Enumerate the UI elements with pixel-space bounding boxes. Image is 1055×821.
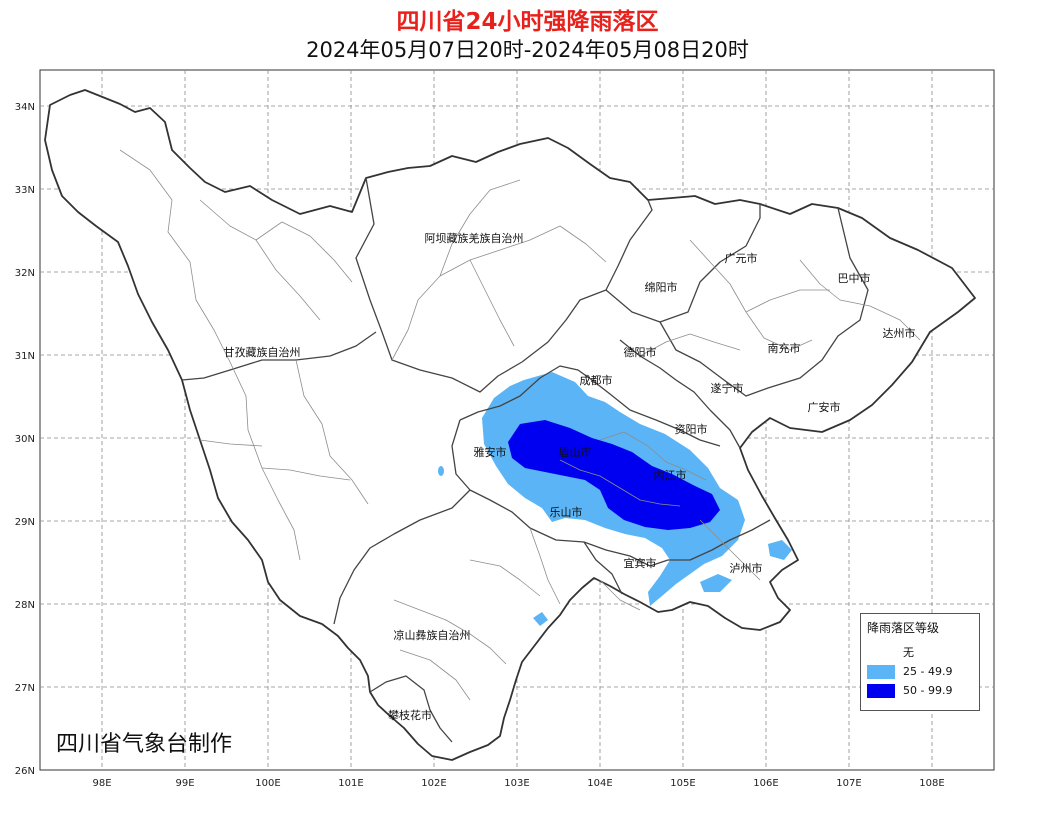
lon-tick: 105E	[670, 778, 695, 789]
city-label-chengdu: 成都市	[580, 373, 613, 387]
lat-tick: 28N	[15, 600, 35, 611]
lon-tick: 101E	[338, 778, 363, 789]
city-label-luzhou: 泸州市	[730, 561, 763, 575]
city-label-ziyang: 资阳市	[675, 422, 708, 436]
rain-zone-50-99.9	[508, 420, 720, 530]
legend: 降雨落区等级 无 25 - 49.9 50 - 99.9	[860, 613, 980, 711]
legend-item-25: 25 - 49.9	[867, 665, 975, 679]
legend-title: 降雨落区等级	[867, 621, 940, 635]
city-label-liangshan: 凉山彝族自治州	[394, 628, 471, 642]
legend-label: 50 - 99.9	[903, 684, 953, 697]
legend-swatch-25	[867, 665, 895, 679]
lon-tick: 107E	[836, 778, 861, 789]
lon-tick: 104E	[587, 778, 612, 789]
county-boundaries	[119, 149, 921, 701]
map-title: 四川省24小时强降雨落区	[396, 9, 659, 35]
city-label-guangyuan: 广元市	[725, 251, 758, 265]
lat-tick: 31N	[15, 351, 35, 362]
lat-tick: 26N	[15, 766, 35, 777]
city-label-deyang: 德阳市	[624, 345, 657, 359]
lat-tick: 30N	[15, 434, 35, 445]
legend-item-50: 50 - 99.9	[867, 684, 975, 698]
latitude-ticks: 34N 33N 32N 31N 30N 29N 28N 27N 26N	[15, 102, 35, 777]
lon-tick: 98E	[92, 778, 111, 789]
lon-tick: 108E	[919, 778, 944, 789]
longitude-ticks: 98E 99E 100E 101E 102E 103E 104E 105E 10…	[92, 778, 944, 789]
rain-patch-west	[438, 466, 444, 476]
city-label-leshan: 乐山市	[550, 505, 583, 519]
city-label-nanchong: 南充市	[768, 341, 801, 355]
lat-tick: 27N	[15, 683, 35, 694]
rain-patch-liangshan	[533, 612, 548, 626]
legend-item-none: 无	[867, 646, 975, 660]
lat-tick: 32N	[15, 268, 35, 279]
lon-tick: 100E	[255, 778, 280, 789]
city-label-yaan: 雅安市	[474, 445, 507, 459]
city-label-mianyang: 绵阳市	[645, 280, 678, 294]
rain-patch-south	[700, 574, 732, 592]
map-subtitle: 2024年05月07日20时-2024年05月08日20时	[306, 38, 749, 62]
city-label-aba: 阿坝藏族羌族自治州	[425, 231, 524, 245]
city-label-bazhong: 巴中市	[838, 271, 871, 285]
lat-tick: 34N	[15, 102, 35, 113]
city-label-neijiang: 内江市	[654, 468, 687, 482]
city-label-meishan: 眉山市	[559, 445, 592, 459]
rain-patch-luzhou	[768, 540, 792, 560]
producer-credit: 四川省气象台制作	[56, 732, 233, 757]
city-label-ganzi: 甘孜藏族自治州	[224, 345, 301, 359]
lon-tick: 106E	[753, 778, 778, 789]
legend-swatch-50	[867, 684, 895, 698]
lon-tick: 103E	[504, 778, 529, 789]
city-label-dazhou: 达州市	[883, 326, 916, 340]
lat-tick: 29N	[15, 517, 35, 528]
legend-label: 25 - 49.9	[903, 665, 953, 678]
city-label-panzhihua: 攀枝花市	[388, 708, 432, 722]
city-label-suining: 遂宁市	[711, 381, 744, 395]
lon-tick: 102E	[421, 778, 446, 789]
city-label-guangan: 广安市	[808, 400, 841, 414]
legend-label: 无	[903, 646, 914, 659]
legend-swatch-none	[867, 646, 895, 660]
city-labels: 阿坝藏族羌族自治州 甘孜藏族自治州 广元市 巴中市 绵阳市 达州市 德阳市 南充…	[224, 231, 916, 722]
lon-tick: 99E	[175, 778, 194, 789]
city-label-yibin: 宜宾市	[624, 556, 657, 570]
lat-tick: 33N	[15, 185, 35, 196]
